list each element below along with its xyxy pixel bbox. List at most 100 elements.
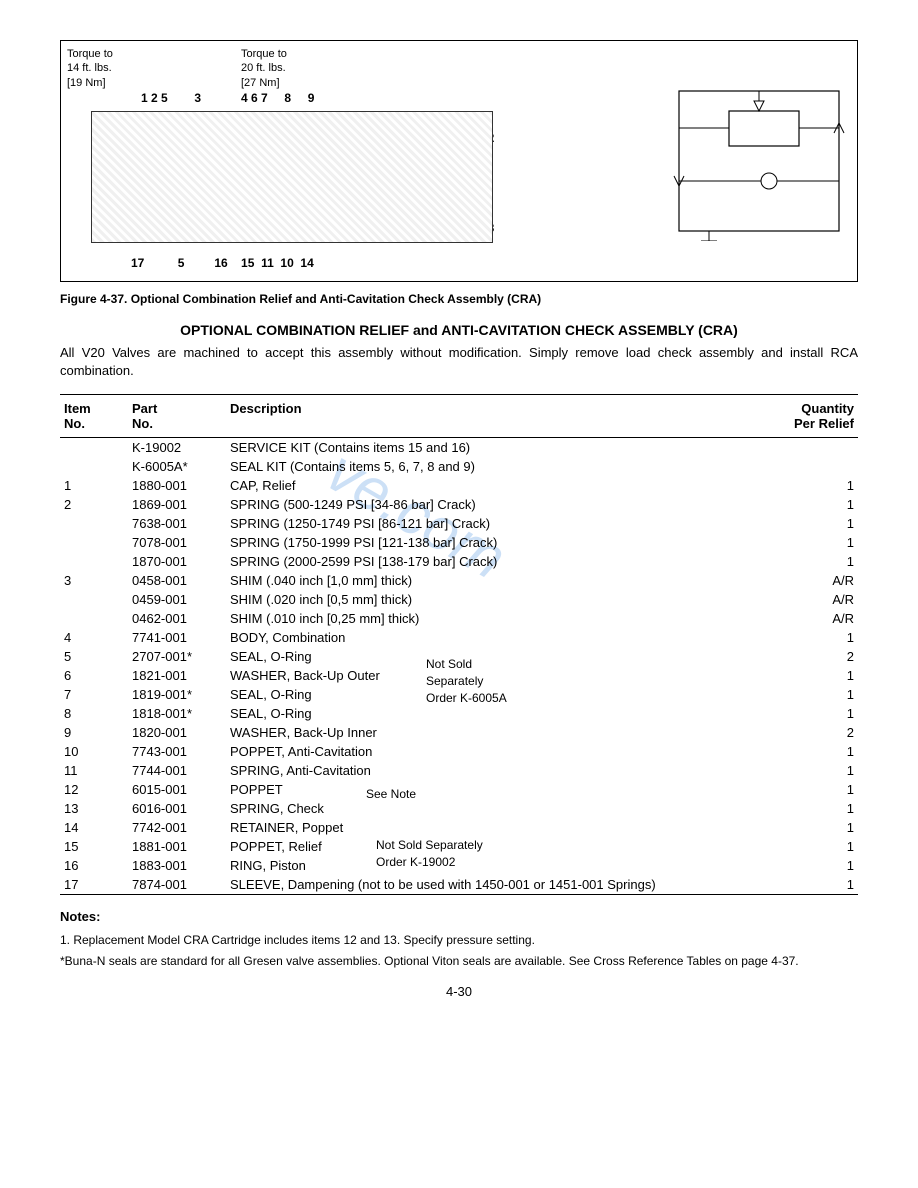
intro-paragraph: All V20 Valves are machined to accept th… [60,344,858,380]
cell-part: 1883-001 [128,856,226,875]
cell-description: CAP, Relief [226,476,770,495]
cell-item [60,533,128,552]
cell-description: POPPETSee Note [226,780,770,799]
cell-description: SHIM (.010 inch [0,25 mm] thick) [226,609,770,628]
cell-quantity: 1 [770,780,858,799]
cell-description: SHIM (.040 inch [1,0 mm] thick) [226,571,770,590]
cell-part: 7743-001 [128,742,226,761]
cell-description: WASHER, Back-Up OuterNot Sold Separately… [226,666,770,685]
hydraulic-schematic [659,81,859,241]
notes-heading: Notes: [60,909,858,924]
col-desc-header: Description [226,395,770,438]
callouts-bottom: 17 5 16 15 11 10 14 [131,256,314,270]
cell-item: 15 [60,837,128,856]
col-part-header: Part No. [128,395,226,438]
figure-schematic-area [555,41,889,281]
cell-part: 7742-001 [128,818,226,837]
valve-cross-section-sketch [91,111,493,243]
cell-item [60,457,128,476]
cell-item: 14 [60,818,128,837]
cell-quantity: 1 [770,704,858,723]
cell-description: POPPET, Anti-Cavitation [226,742,770,761]
cell-item: 2 [60,495,128,514]
cell-quantity: 1 [770,799,858,818]
table-row: 0459-001SHIM (.020 inch [0,5 mm] thick)A… [60,590,858,609]
cell-part: 1880-001 [128,476,226,495]
cell-item [60,514,128,533]
cell-description: RETAINER, Poppet [226,818,770,837]
cell-quantity: 1 [770,666,858,685]
table-row: 81818-001*SEAL, O-Ring1 [60,704,858,723]
table-row: 47741-001BODY, Combination1 [60,628,858,647]
torque-left-label: Torque to 14 ft. lbs. [19 Nm] [67,47,113,90]
torque-right-label: Torque to 20 ft. lbs. [27 Nm] [241,47,287,90]
cell-quantity: 1 [770,552,858,571]
cell-description: SEAL KIT (Contains items 5, 6, 7, 8 and … [226,457,770,476]
cell-part: 7078-001 [128,533,226,552]
cell-part: 1819-001* [128,685,226,704]
cell-quantity [770,457,858,476]
table-row: 107743-001POPPET, Anti-Cavitation1 [60,742,858,761]
cell-item: 10 [60,742,128,761]
cell-part: 1869-001 [128,495,226,514]
cell-item [60,438,128,458]
cell-quantity: 1 [770,856,858,875]
table-header-row: Item No. Part No. Description Quantity P… [60,395,858,438]
cell-description: BODY, Combination [226,628,770,647]
notes-section: Notes: 1. Replacement Model CRA Cartridg… [60,909,858,970]
table-row: 117744-001SPRING, Anti-Cavitation1 [60,761,858,780]
cell-part: 0458-001 [128,571,226,590]
cell-part: 6016-001 [128,799,226,818]
table-row: 151881-001POPPET, ReliefNot Sold Separat… [60,837,858,856]
cell-item: 8 [60,704,128,723]
cell-quantity: 1 [770,818,858,837]
cell-description: SEAL, O-Ring [226,685,770,704]
table-row: K-6005A*SEAL KIT (Contains items 5, 6, 7… [60,457,858,476]
cell-quantity: 1 [770,514,858,533]
cell-description: SPRING, Check [226,799,770,818]
cell-part: 7744-001 [128,761,226,780]
cell-item: 17 [60,875,128,895]
cell-quantity: 1 [770,742,858,761]
table-row: 21869-001SPRING (500-1249 PSI [34-86 bar… [60,495,858,514]
cell-description: POPPET, ReliefNot Sold Separately Order … [226,837,770,856]
figure-drawing-area: Torque to 14 ft. lbs. [19 Nm] Torque to … [61,41,555,281]
cell-quantity: A/R [770,571,858,590]
section-title: OPTIONAL COMBINATION RELIEF and ANTI-CAV… [60,322,858,338]
col-qty-header: Quantity Per Relief [770,395,858,438]
col-item-header: Item No. [60,395,128,438]
callouts-top: 1 2 5 3 4 6 7 8 9 [141,91,314,105]
cell-quantity: 1 [770,685,858,704]
cell-part: 1881-001 [128,837,226,856]
cell-quantity: 1 [770,837,858,856]
cell-item: 11 [60,761,128,780]
cell-quantity: A/R [770,590,858,609]
note-1: 1. Replacement Model CRA Cartridge inclu… [60,932,858,949]
cell-description: RING, Piston [226,856,770,875]
table-row: 11880-001CAP, Relief1 [60,476,858,495]
cell-description: SPRING (500-1249 PSI [34-86 bar] Crack) [226,495,770,514]
table-row: K-19002SERVICE KIT (Contains items 15 an… [60,438,858,458]
cell-item [60,609,128,628]
cell-quantity: 1 [770,495,858,514]
table-row: 177874-001SLEEVE, Dampening (not to be u… [60,875,858,895]
table-row: 0462-001SHIM (.010 inch [0,25 mm] thick)… [60,609,858,628]
cell-description: SLEEVE, Dampening (not to be used with 1… [226,875,770,895]
cell-part: K-6005A* [128,457,226,476]
table-row: 7078-001SPRING (1750-1999 PSI [121-138 b… [60,533,858,552]
cell-item: 3 [60,571,128,590]
table-row: 136016-001SPRING, Check1 [60,799,858,818]
cell-quantity: 1 [770,533,858,552]
table-row: 161883-001RING, Piston1 [60,856,858,875]
cell-description: SERVICE KIT (Contains items 15 and 16) [226,438,770,458]
table-row: 91820-001WASHER, Back-Up Inner2 [60,723,858,742]
cell-item: 13 [60,799,128,818]
page-number: 4-30 [60,984,858,999]
table-row: 1870-001SPRING (2000-2599 PSI [138-179 b… [60,552,858,571]
cell-item: 9 [60,723,128,742]
cell-part: 7638-001 [128,514,226,533]
cell-description: SPRING (1750-1999 PSI [121-138 bar] Crac… [226,533,770,552]
figure-box: Torque to 14 ft. lbs. [19 Nm] Torque to … [60,40,858,282]
table-row: 30458-001SHIM (.040 inch [1,0 mm] thick)… [60,571,858,590]
cell-part: 1870-001 [128,552,226,571]
